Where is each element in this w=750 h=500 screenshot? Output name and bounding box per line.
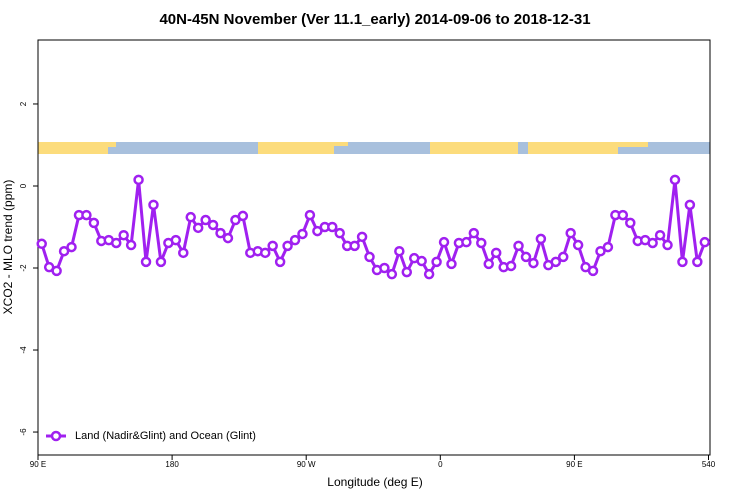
data-point [431, 256, 442, 268]
data-point [170, 234, 182, 246]
data-point [647, 237, 658, 249]
data-point [587, 265, 599, 277]
data-point [237, 210, 249, 222]
data-point [379, 262, 390, 274]
data-point [178, 247, 189, 259]
data-point [207, 219, 219, 231]
data-point [133, 174, 144, 186]
data-point [535, 233, 547, 245]
data-point [297, 228, 308, 240]
data-point [51, 265, 62, 277]
data-point [118, 229, 129, 241]
data-point [602, 241, 614, 253]
x-tick-label: 90 W [297, 460, 316, 469]
data-point [490, 247, 502, 259]
data-point [304, 209, 316, 221]
data-point [386, 268, 398, 280]
chart-title: 40N-45N November (Ver 11.1_early) 2014-0… [159, 11, 590, 28]
data-point [528, 257, 539, 269]
data-point [401, 266, 413, 278]
legend-label: Land (Nadir&Glint) and Ocean (Glint) [75, 430, 256, 442]
data-point [312, 225, 323, 237]
land-ocean-strip [38, 142, 710, 154]
data-point [215, 227, 226, 239]
data-point [520, 251, 532, 263]
data-point [654, 229, 666, 241]
data-point [461, 236, 472, 248]
data-point [572, 239, 584, 251]
data-point [446, 258, 457, 270]
x-tick-label: 540 [702, 460, 716, 469]
data-point [692, 256, 703, 268]
data-point [468, 227, 480, 239]
data-point [416, 255, 427, 267]
data-point [513, 240, 524, 252]
data-point [423, 268, 435, 280]
data-point [140, 256, 152, 268]
data-point [230, 214, 241, 226]
data-point [66, 241, 77, 253]
data-point [550, 256, 562, 268]
data-point [110, 237, 122, 249]
data-point [282, 240, 293, 252]
data-point [155, 256, 167, 268]
data-point [617, 209, 629, 221]
y-tick-label: -2 [19, 264, 28, 272]
data-point [192, 222, 204, 234]
y-tick-label: 0 [19, 183, 28, 188]
data-point [289, 234, 301, 246]
y-tick-label: 2 [19, 101, 28, 106]
data-point [684, 199, 696, 211]
data-point [662, 239, 673, 251]
data-point [699, 236, 711, 248]
data-point [81, 209, 92, 221]
data-point [259, 247, 271, 259]
data-point [483, 258, 494, 270]
data-point [394, 245, 405, 257]
data-point [677, 256, 688, 268]
y-axis-label: XCO2 - MLO trend (ppm) [1, 180, 15, 315]
x-tick-label: 180 [165, 460, 179, 469]
data-point [557, 251, 569, 263]
data-point [125, 239, 137, 251]
data-point [356, 231, 368, 243]
x-tick-label: 90 E [30, 460, 46, 469]
data-point [88, 217, 100, 229]
x-tick-label: 0 [438, 460, 443, 469]
data-point [274, 256, 286, 268]
x-tick-label: 90 E [566, 460, 582, 469]
data-point [334, 227, 345, 239]
data-point [625, 217, 636, 229]
data-point [505, 260, 517, 272]
y-tick-label: -4 [19, 346, 28, 354]
data-point [364, 251, 375, 263]
data-point [438, 236, 450, 248]
data-point [669, 174, 681, 186]
data-point [476, 237, 487, 249]
data-point [349, 240, 360, 252]
data-point [267, 240, 278, 252]
y-tick-label: -6 [19, 428, 28, 436]
data-point [595, 245, 606, 257]
data-point [327, 221, 338, 233]
legend-marker [50, 430, 62, 442]
data-point [36, 238, 47, 250]
data-point [565, 227, 576, 239]
data-point [58, 245, 70, 257]
data-point [185, 211, 196, 223]
data-point [148, 199, 159, 211]
x-axis-label: Longitude (deg E) [327, 475, 422, 489]
data-point [200, 214, 211, 226]
data-point [222, 232, 234, 244]
